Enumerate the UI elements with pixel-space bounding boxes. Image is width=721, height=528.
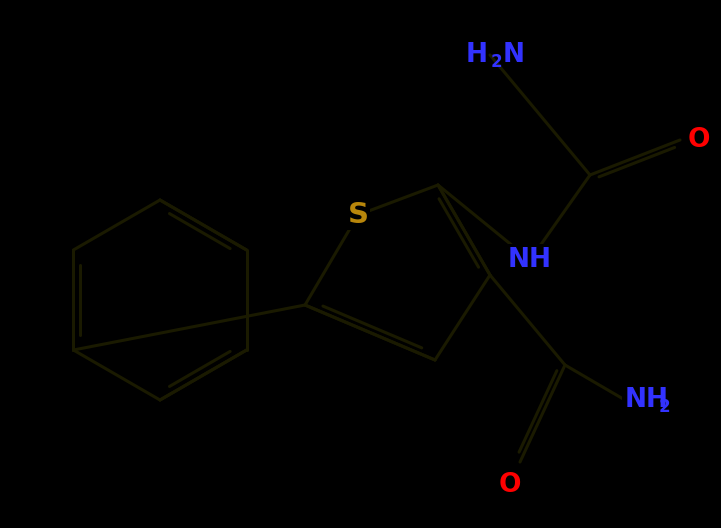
Text: 2: 2 [491,53,503,71]
Text: O: O [499,472,521,498]
Text: H: H [466,42,488,68]
Text: 2: 2 [659,398,671,416]
Text: N: N [503,42,525,68]
Text: NH: NH [625,387,669,413]
Text: S: S [348,201,368,229]
Text: NH: NH [508,247,552,273]
Text: O: O [688,127,710,153]
